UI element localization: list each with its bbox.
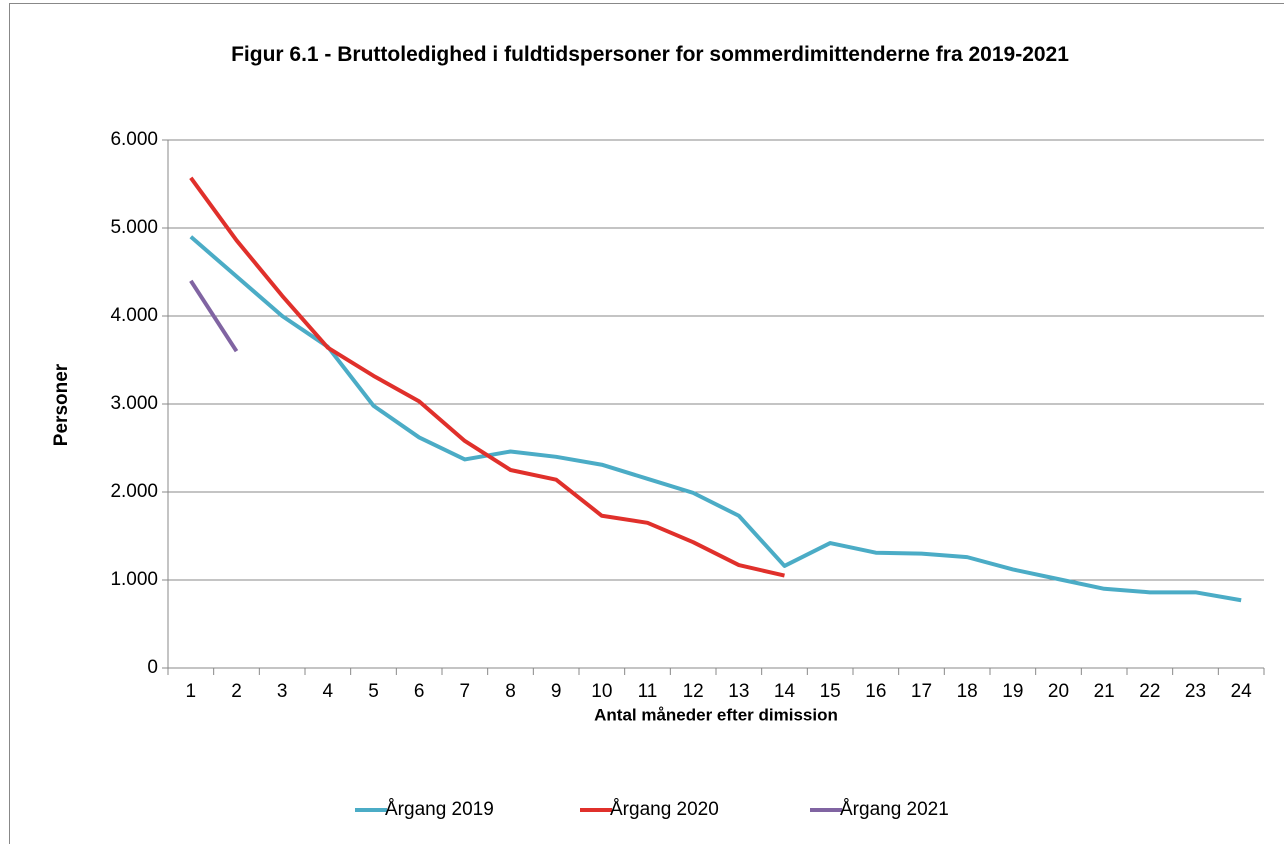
x-tick-label: 20: [1048, 681, 1069, 702]
x-tick-label: 16: [865, 681, 886, 702]
y-tick-label: 3.000: [110, 393, 158, 414]
x-tick-label: 6: [414, 681, 425, 702]
y-tick-label: 2.000: [110, 481, 158, 502]
legend-label: Årgang 2021: [840, 799, 949, 820]
x-tick-label: 22: [1139, 681, 1160, 702]
x-tick-label: 24: [1231, 681, 1253, 702]
x-tick-label: 11: [638, 681, 658, 702]
chart-title: Figur 6.1 - Bruttoledighed i fuldtidsper…: [231, 43, 1069, 66]
x-tick-label: 3: [277, 681, 288, 702]
x-tick-label: 10: [591, 681, 612, 702]
x-tick-label: 2: [231, 681, 242, 702]
x-tick-label: 18: [957, 681, 978, 702]
series-line: [189, 279, 239, 353]
y-tick-label: 5.000: [110, 217, 158, 238]
x-tick-label: 12: [683, 681, 704, 702]
x-tick-label: 15: [820, 681, 841, 702]
chart-frame: [9, 3, 1284, 844]
x-tick-label: 23: [1185, 681, 1206, 702]
x-axis-label: Antal måneder efter dimission: [594, 705, 838, 724]
x-tick-label: 4: [323, 681, 334, 702]
x-tick-label: 13: [728, 681, 749, 702]
series-line: [189, 176, 785, 578]
x-tick-label: 9: [551, 681, 562, 702]
x-tick-label: 5: [368, 681, 379, 702]
y-tick-label: 4.000: [110, 305, 158, 326]
legend-label: Årgang 2019: [385, 799, 494, 820]
legend-label: Årgang 2020: [610, 799, 719, 820]
x-tick-label: 7: [460, 681, 471, 702]
series-line: [189, 235, 1242, 603]
y-axis-label: Personer: [51, 363, 72, 446]
x-tick-label: 1: [186, 681, 197, 702]
x-tick-label: 8: [505, 681, 516, 702]
y-tick-label: 6.000: [110, 129, 158, 150]
y-tick-label: 1.000: [110, 569, 158, 590]
x-tick-label: 14: [774, 681, 796, 702]
y-tick-label: 0: [147, 657, 158, 678]
x-tick-label: 19: [1002, 681, 1023, 702]
x-tick-label: 17: [911, 681, 932, 702]
x-tick-label: 21: [1094, 681, 1115, 702]
